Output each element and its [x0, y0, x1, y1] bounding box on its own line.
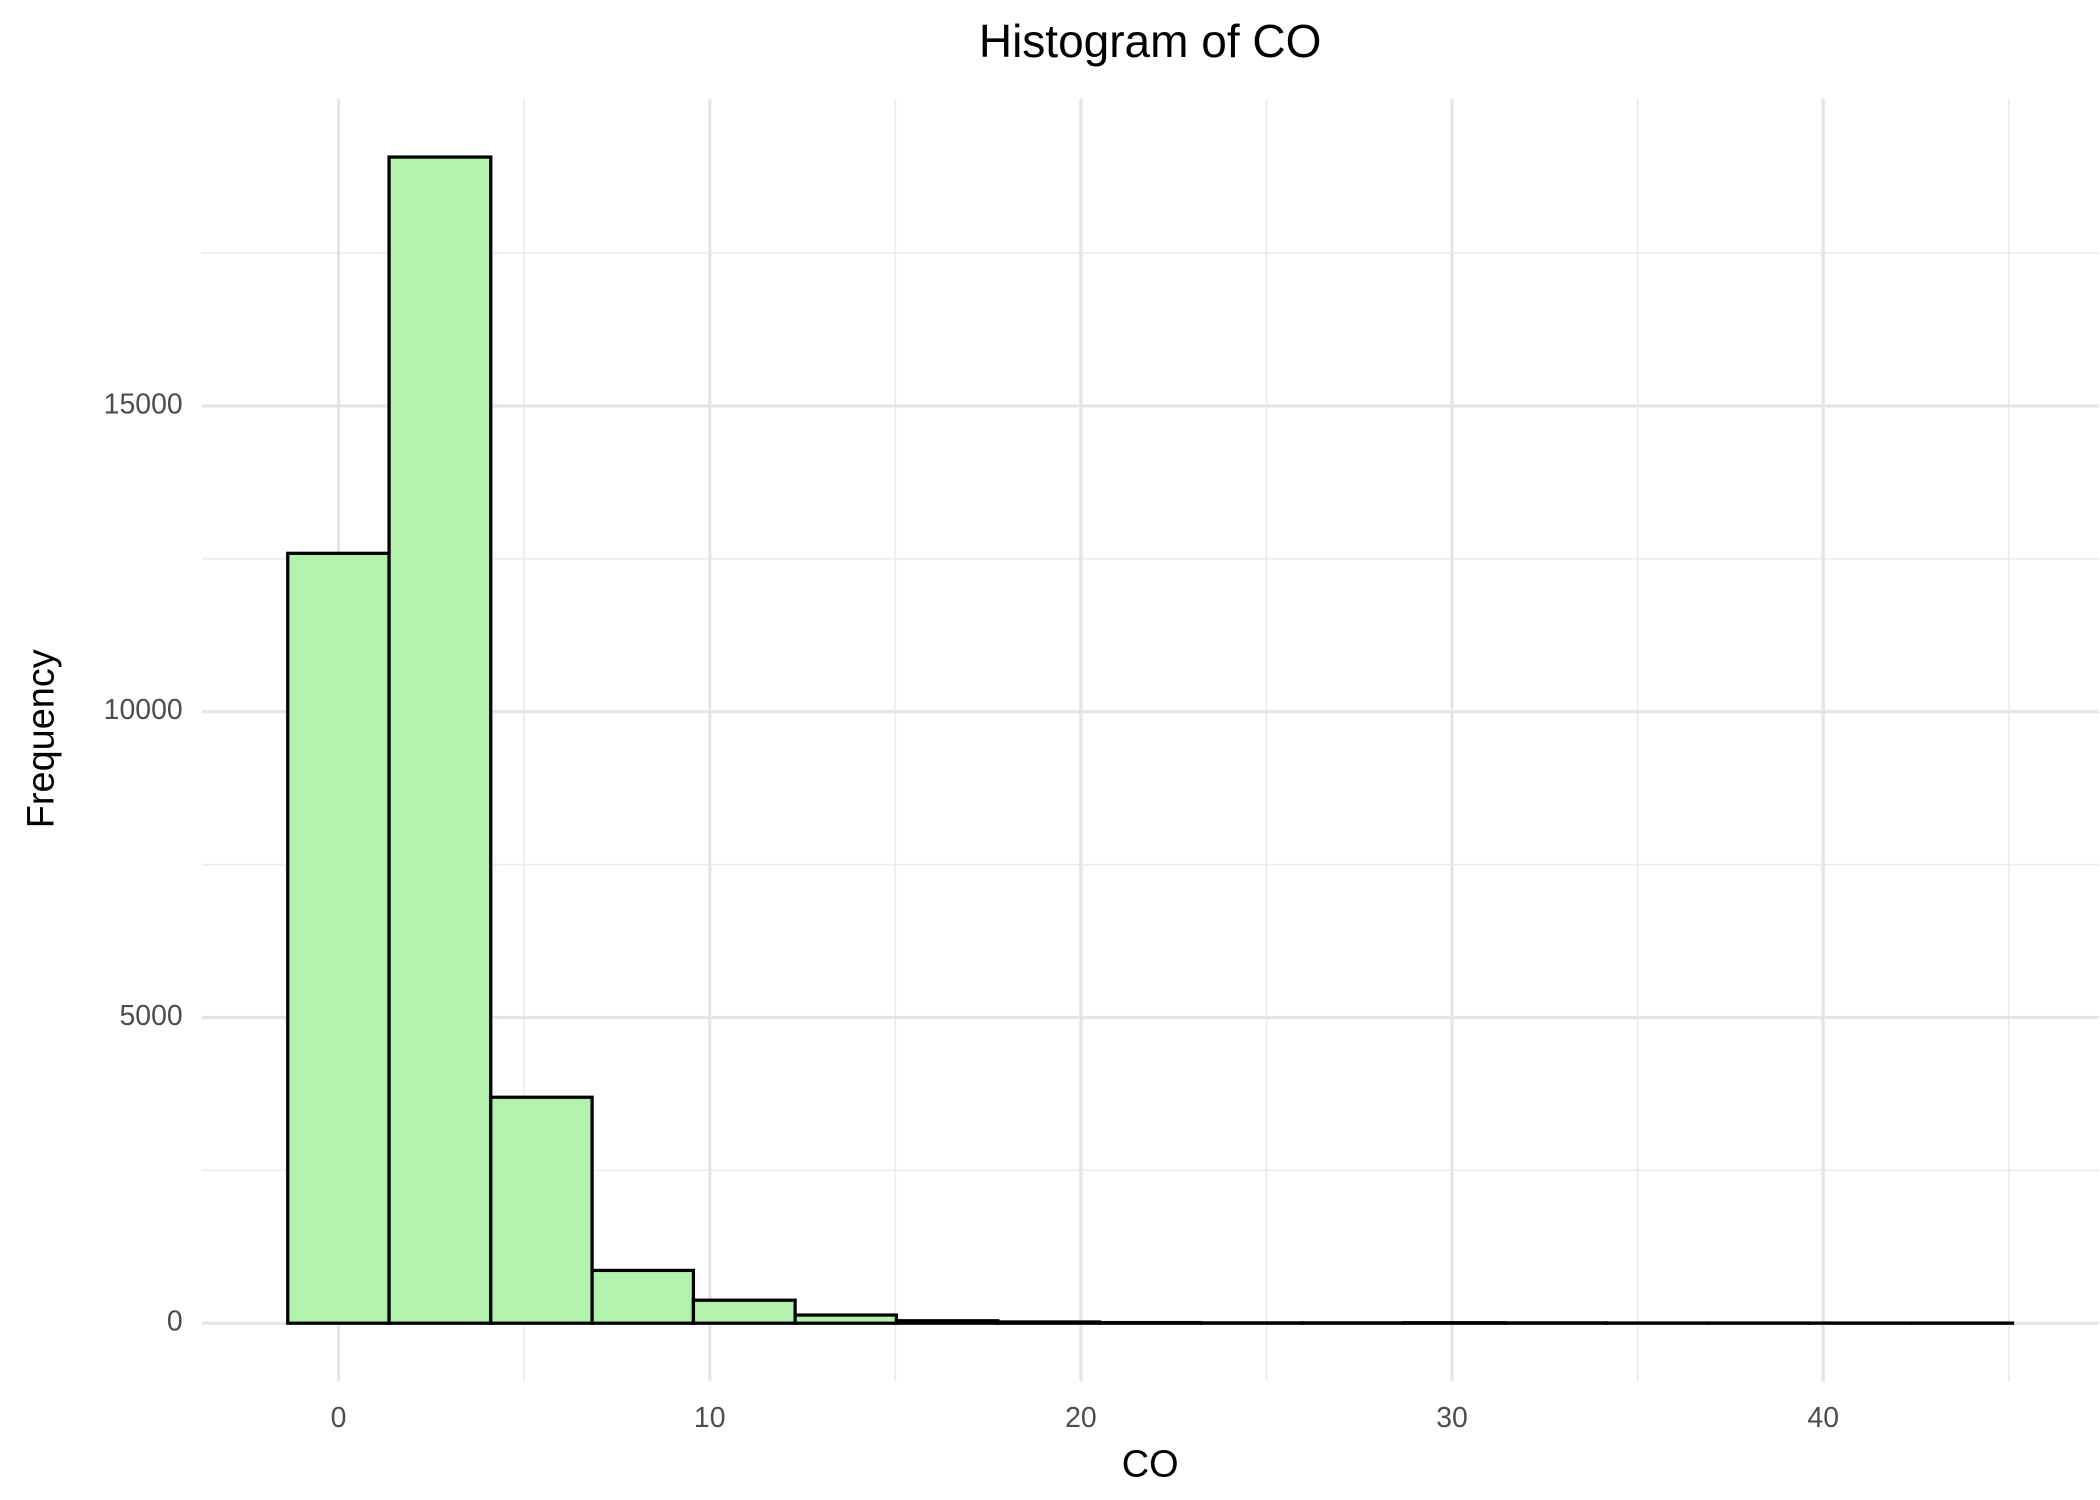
y-tick-label: 5000 [119, 1000, 182, 1032]
bar [894, 1319, 1000, 1325]
bar [691, 1298, 797, 1325]
bar [996, 1320, 1102, 1325]
bar [387, 155, 493, 1325]
y-axis-label: Frequency [20, 649, 62, 828]
bar [590, 1268, 696, 1325]
bar [489, 1095, 594, 1325]
x-tick-label: 30 [1436, 1402, 1468, 1434]
bar [286, 551, 391, 1325]
bar [1097, 1320, 1203, 1325]
x-tick-label: 0 [331, 1402, 347, 1434]
bar [793, 1313, 899, 1325]
x-axis-label: CO [1122, 1444, 1179, 1486]
x-tick-label: 20 [1065, 1402, 1097, 1434]
x-tick-label: 40 [1807, 1402, 1839, 1434]
x-tick-label: 10 [694, 1402, 726, 1434]
y-tick-label: 0 [167, 1306, 183, 1338]
chart-title: Histogram of CO [979, 15, 1322, 67]
y-tick-label: 10000 [104, 694, 183, 726]
y-tick-label: 15000 [104, 388, 183, 420]
bars [286, 155, 2015, 1325]
